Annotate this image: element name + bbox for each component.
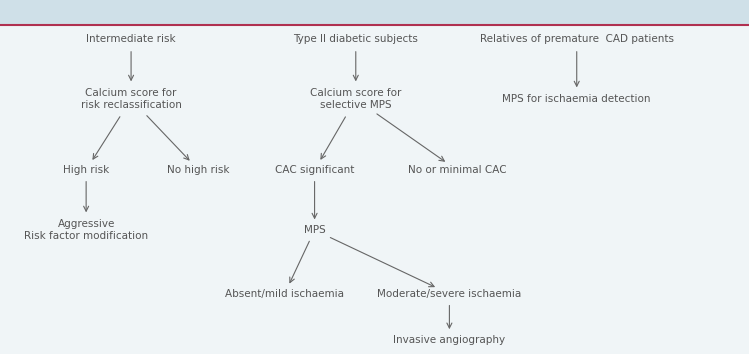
Text: MPS: MPS <box>303 225 326 235</box>
Text: MPS for ischaemia detection: MPS for ischaemia detection <box>503 94 651 104</box>
Text: Absent/mild ischaemia: Absent/mild ischaemia <box>225 289 344 299</box>
Text: Intermediate risk: Intermediate risk <box>86 34 176 44</box>
Text: Aggressive
Risk factor modification: Aggressive Risk factor modification <box>24 219 148 241</box>
Text: Calcium score for
risk reclassification: Calcium score for risk reclassification <box>81 88 181 110</box>
Text: Relatives of premature  CAD patients: Relatives of premature CAD patients <box>479 34 674 44</box>
FancyBboxPatch shape <box>0 0 749 25</box>
Text: Calcium score for
selective MPS: Calcium score for selective MPS <box>310 88 401 110</box>
Text: CAC significant: CAC significant <box>275 165 354 175</box>
Text: High risk: High risk <box>63 165 109 175</box>
Text: No high risk: No high risk <box>167 165 230 175</box>
Text: Invasive angiography: Invasive angiography <box>393 335 506 345</box>
Text: No or minimal CAC: No or minimal CAC <box>407 165 506 175</box>
Text: Moderate/severe ischaemia: Moderate/severe ischaemia <box>377 289 521 299</box>
Text: Type II diabetic subjects: Type II diabetic subjects <box>294 34 418 44</box>
